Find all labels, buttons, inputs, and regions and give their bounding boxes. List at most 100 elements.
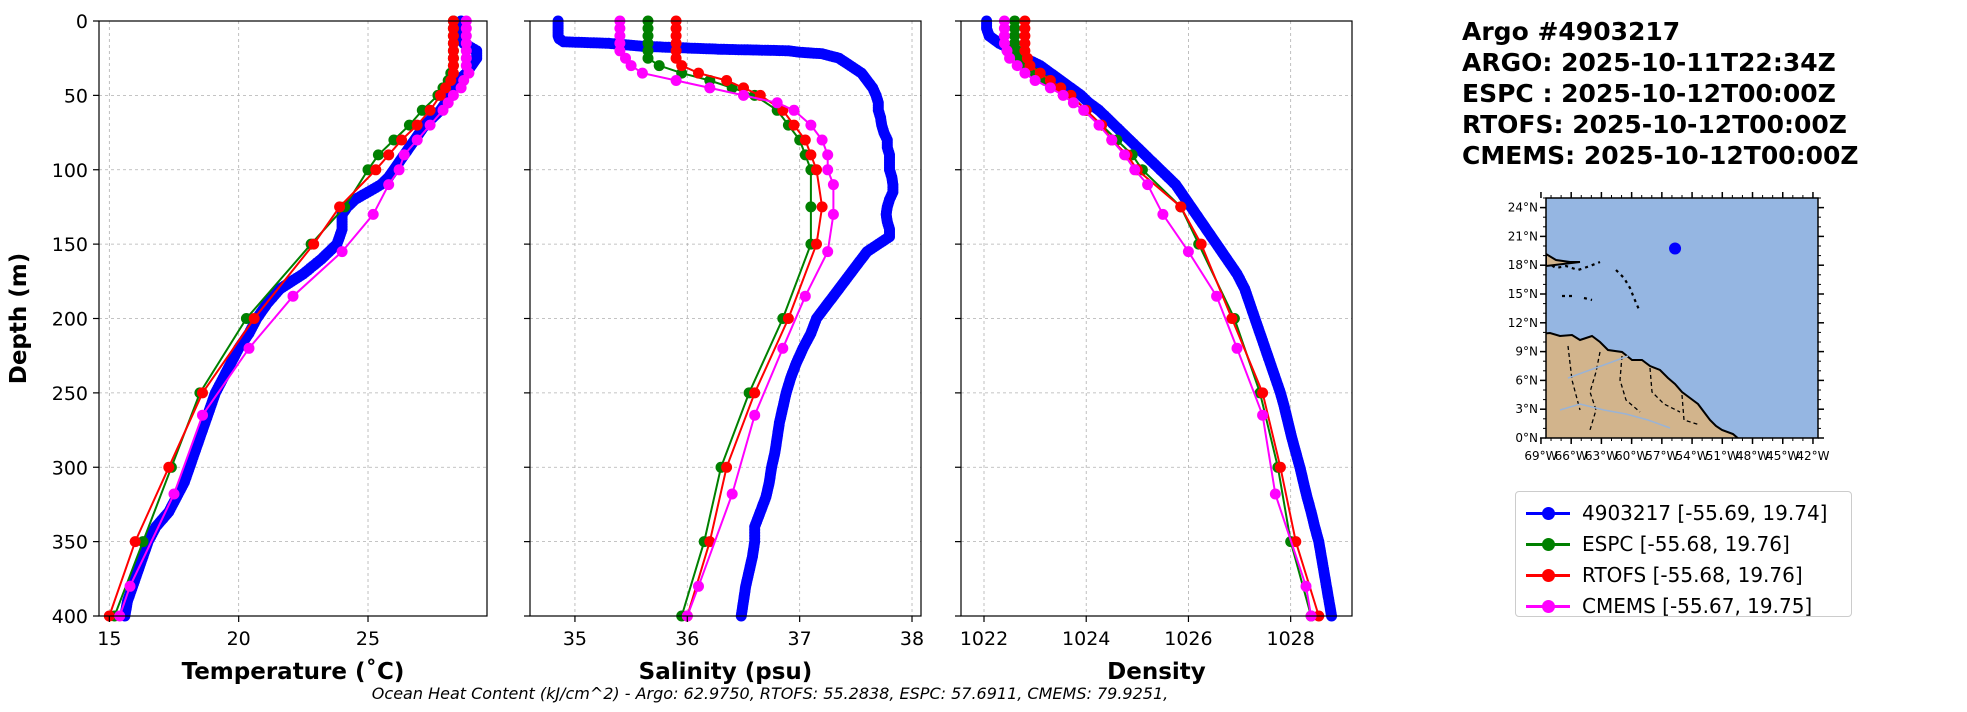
data-point bbox=[1029, 75, 1041, 86]
title-argo-id: Argo #4903217 bbox=[1462, 17, 1681, 46]
data-point bbox=[1182, 246, 1194, 258]
y-tick-label: 0 bbox=[76, 11, 88, 33]
data-point bbox=[308, 238, 320, 250]
data-point bbox=[805, 119, 817, 131]
map-islands bbox=[1546, 260, 1642, 313]
x-tick-label: 1024 bbox=[1062, 628, 1110, 650]
x-tick-label: 1022 bbox=[960, 628, 1008, 650]
x-tick-label: 38 bbox=[900, 628, 924, 650]
data-point bbox=[827, 179, 839, 191]
data-point bbox=[693, 67, 704, 79]
map-ticks: 69°W66°W63°W60°W57°W54°W51°W48°W45°W42°W… bbox=[1508, 192, 1830, 463]
legend-entry-rtofs: RTOFS [-55.68, 19.76] bbox=[1516, 561, 1851, 591]
title-argo-time: ARGO: 2025-10-11T22:34Z bbox=[1462, 48, 1836, 77]
data-point bbox=[424, 119, 436, 131]
legend-marker-cmems bbox=[1542, 600, 1555, 613]
data-point bbox=[782, 313, 794, 324]
data-point bbox=[129, 536, 141, 548]
data-point bbox=[816, 134, 828, 146]
data-point bbox=[788, 119, 800, 131]
data-point bbox=[822, 164, 834, 176]
map-lon-label: 60°W bbox=[1615, 449, 1648, 463]
x-tick-label: 37 bbox=[788, 628, 812, 650]
data-point bbox=[1175, 201, 1187, 213]
data-point bbox=[396, 134, 408, 146]
data-point bbox=[137, 536, 149, 548]
density-xlabel: Density bbox=[1107, 659, 1206, 685]
x-tick-label: 15 bbox=[97, 628, 121, 650]
density-panel: 1022 1024 1026 1028 Density bbox=[955, 15, 1353, 685]
data-point bbox=[777, 342, 789, 354]
data-point bbox=[1211, 290, 1223, 302]
data-point bbox=[721, 461, 733, 473]
data-point bbox=[822, 246, 834, 258]
data-point bbox=[372, 149, 384, 161]
density-ticks: 1022 1024 1026 1028 bbox=[955, 20, 1315, 650]
data-point bbox=[822, 149, 834, 161]
map-lon-label: 51°W bbox=[1706, 449, 1739, 463]
y-tick-label: 200 bbox=[52, 309, 88, 331]
y-tick-label: 100 bbox=[52, 160, 88, 182]
depth-ylabel: Depth (m) bbox=[6, 253, 32, 385]
y-tick-label: 400 bbox=[52, 606, 88, 628]
map-lat-label: 9°N bbox=[1515, 345, 1538, 359]
data-point bbox=[1129, 164, 1141, 176]
data-point bbox=[726, 488, 738, 500]
map-lat-label: 21°N bbox=[1508, 229, 1538, 243]
legend-marker-espc bbox=[1542, 538, 1555, 551]
salinity-series bbox=[552, 15, 899, 622]
data-point bbox=[388, 134, 400, 146]
data-point bbox=[243, 342, 255, 354]
data-point bbox=[334, 201, 346, 213]
map-lon-label: 57°W bbox=[1645, 449, 1678, 463]
title-cmems-time: CMEMS: 2025-10-12T00:00Z bbox=[1462, 141, 1859, 170]
data-point bbox=[1269, 488, 1281, 500]
data-point bbox=[383, 149, 395, 161]
title-block: Argo #4903217 ARGO: 2025-10-11T22:34Z ES… bbox=[1462, 16, 1942, 171]
data-point bbox=[693, 580, 704, 592]
data-point bbox=[805, 149, 817, 161]
salinity-grid bbox=[530, 20, 921, 617]
legend-label-cmems: CMEMS [-55.67, 19.75] bbox=[1582, 594, 1813, 618]
data-point bbox=[827, 208, 839, 220]
density-series bbox=[981, 15, 1338, 622]
data-point bbox=[1093, 119, 1105, 131]
data-point bbox=[749, 409, 761, 421]
data-point bbox=[197, 409, 208, 421]
map-lat-label: 0°N bbox=[1515, 431, 1538, 445]
data-point bbox=[625, 60, 637, 72]
data-point bbox=[1119, 149, 1131, 161]
map-islands-west bbox=[1546, 252, 1581, 268]
map-lat-label: 18°N bbox=[1508, 258, 1538, 272]
data-point bbox=[811, 164, 822, 176]
data-point bbox=[437, 104, 449, 116]
series-4903217 bbox=[552, 15, 899, 622]
data-point bbox=[1226, 313, 1238, 324]
series-cmems bbox=[114, 15, 475, 622]
data-point bbox=[124, 580, 136, 592]
map-lat-label: 6°N bbox=[1515, 373, 1538, 387]
map-lon-label: 42°W bbox=[1796, 449, 1829, 463]
data-point bbox=[816, 201, 828, 213]
map-lon-label: 54°W bbox=[1676, 449, 1709, 463]
x-tick-label: 35 bbox=[563, 628, 587, 650]
map-lon-label: 45°W bbox=[1766, 449, 1799, 463]
y-tick-label: 300 bbox=[52, 457, 88, 479]
map-lon-label: 66°W bbox=[1555, 449, 1588, 463]
data-point bbox=[336, 246, 348, 258]
data-point bbox=[704, 536, 716, 548]
data-point bbox=[403, 119, 415, 131]
series-espc bbox=[1009, 15, 1317, 622]
data-point bbox=[704, 82, 716, 94]
title-rtofs-time: RTOFS: 2025-10-12T00:00Z bbox=[1462, 110, 1847, 139]
legend-label-espc: ESPC [-55.68, 19.76] bbox=[1582, 532, 1790, 556]
data-point bbox=[1019, 67, 1031, 79]
data-point bbox=[287, 290, 299, 302]
data-point bbox=[411, 119, 423, 131]
x-tick-label: 36 bbox=[675, 628, 699, 650]
data-point bbox=[771, 97, 783, 109]
temperature-panel: 0 50 100 150 200 250 300 350 400 15 20 25 Temperatu… bbox=[6, 11, 488, 685]
data-point bbox=[393, 164, 405, 176]
data-point bbox=[1004, 52, 1016, 64]
